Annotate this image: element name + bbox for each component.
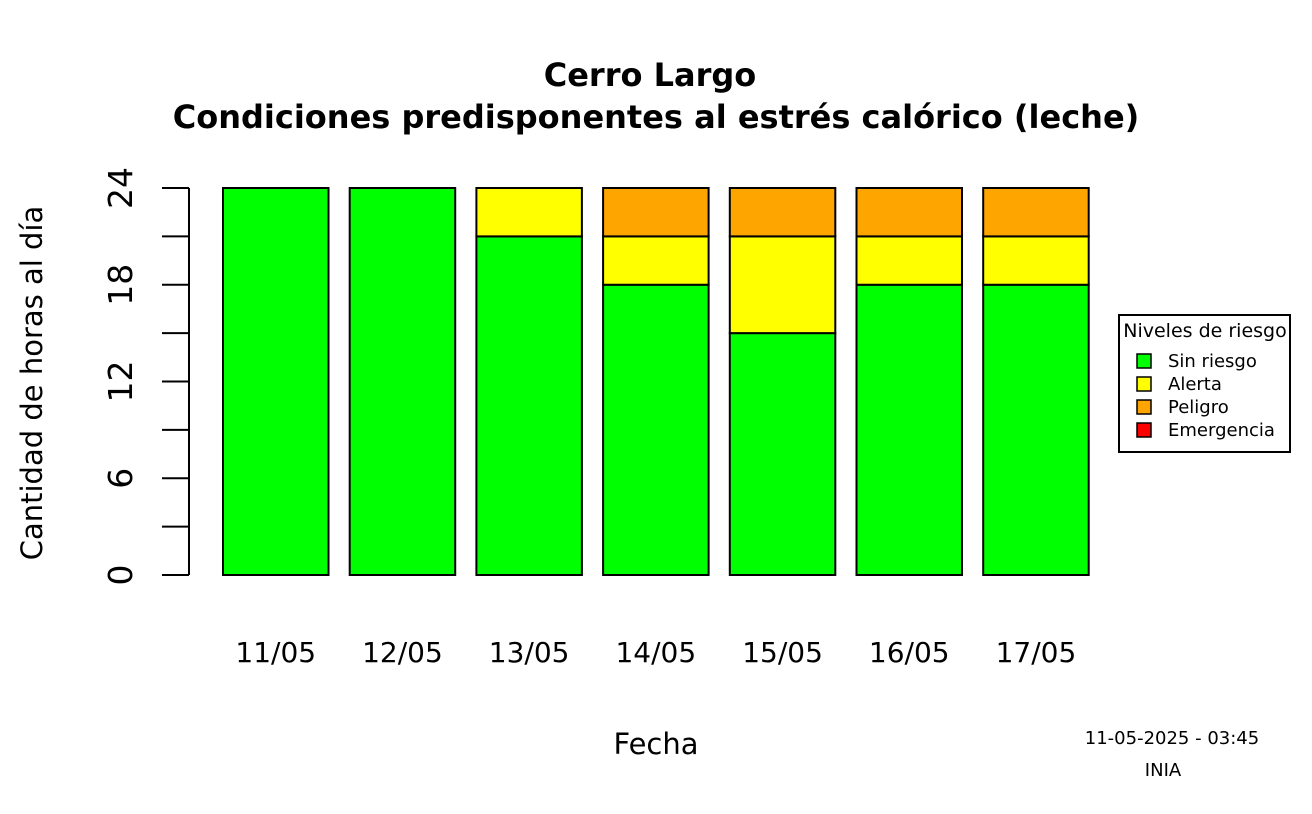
bar-segment	[728, 235, 837, 335]
x-tick-label: 16/05	[869, 636, 950, 669]
bar-segment	[728, 187, 837, 238]
legend-swatch	[1136, 353, 1152, 369]
bar-segment	[602, 235, 710, 286]
legend-box	[1118, 314, 1291, 453]
chart-title: Cerro Largo	[544, 56, 757, 94]
legend-swatch	[1136, 399, 1152, 415]
x-tick-labels: 11/05 12/05 13/05 14/05 15/05 16/05 17/05	[235, 636, 1076, 669]
legend-label: Peligro	[1168, 397, 1229, 418]
chart-subtitle: Condiciones predisponentes al estrés cal…	[173, 98, 1140, 136]
y-tick-label: 0	[101, 565, 140, 586]
legend-label: Alerta	[1168, 374, 1222, 395]
legend-title: Niveles de riesgo	[1123, 320, 1287, 342]
bar-segment	[982, 187, 1090, 238]
bar-segment	[982, 283, 1090, 576]
y-tick-label: 18	[101, 264, 140, 306]
bar-segment	[602, 187, 710, 238]
bar-segment	[728, 332, 837, 576]
bar-segment	[475, 187, 583, 238]
x-tick-label: 11/05	[235, 636, 316, 669]
bar-segment	[475, 235, 583, 576]
bar-segment	[855, 235, 963, 286]
x-tick-label: 17/05	[996, 636, 1077, 669]
x-axis-label: Fecha	[613, 727, 698, 761]
legend: Niveles de riesgo Sin riesgoAlertaPeligr…	[1118, 314, 1291, 453]
y-axis: 0 6 12 18 24	[101, 167, 190, 586]
bar-segment	[855, 283, 963, 576]
bar-segment	[855, 187, 963, 238]
x-tick-label: 14/05	[615, 636, 696, 669]
x-tick-label: 15/05	[742, 636, 823, 669]
footer-timestamp: 11-05-2025 - 03:45	[1085, 728, 1259, 749]
footer-source: INIA	[1145, 760, 1182, 781]
bar-segment	[222, 187, 330, 576]
legend-swatch	[1136, 376, 1152, 392]
bar-segment	[602, 283, 710, 576]
bar-segment	[348, 187, 457, 576]
y-tick-label: 24	[101, 167, 140, 209]
x-tick-label: 13/05	[489, 636, 570, 669]
bars-group	[222, 187, 1090, 576]
legend-label: Sin riesgo	[1168, 351, 1257, 372]
legend-label: Emergencia	[1168, 420, 1275, 441]
y-tick-label: 12	[101, 361, 140, 403]
bar-segment	[982, 235, 1090, 286]
legend-swatch	[1136, 422, 1152, 438]
x-tick-label: 12/05	[362, 636, 443, 669]
y-axis-label: Cantidad de horas al día	[15, 206, 49, 561]
y-tick-label: 6	[101, 468, 140, 489]
